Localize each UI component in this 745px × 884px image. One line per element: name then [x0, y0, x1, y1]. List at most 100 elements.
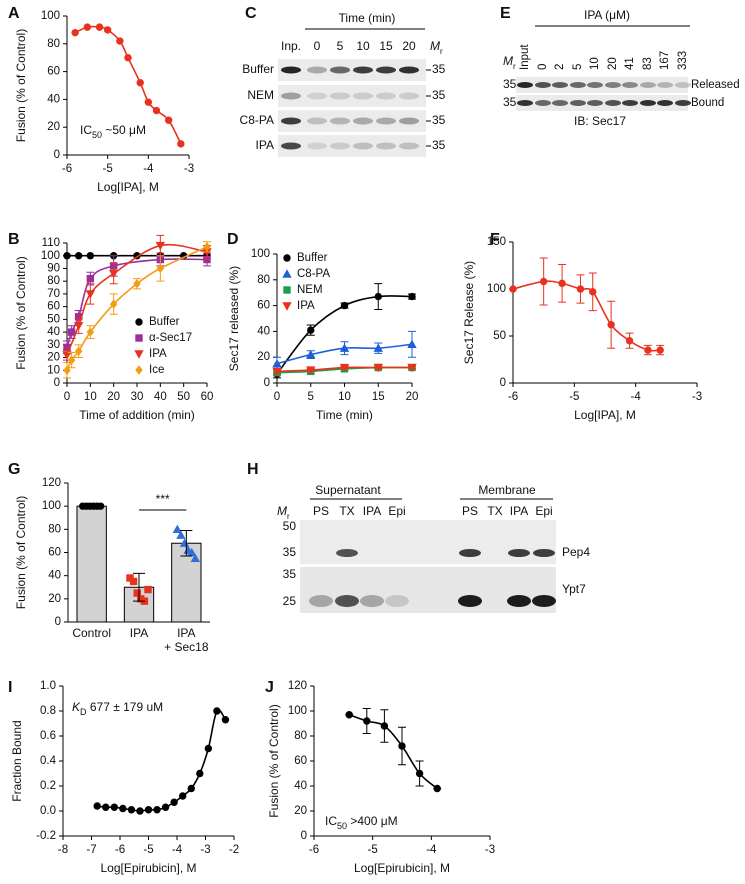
data-point — [74, 252, 83, 260]
blot-band — [376, 92, 396, 100]
data-point — [156, 263, 165, 274]
data-point — [380, 722, 389, 730]
x-tick-label: -4 — [631, 391, 642, 403]
blot-band — [281, 117, 301, 125]
data-point — [272, 367, 282, 377]
y-tick-label: 110 — [42, 237, 60, 249]
panel-letter: C — [245, 5, 257, 22]
blot-band — [330, 92, 350, 100]
blot-band — [353, 117, 373, 125]
x-tick-label: -6 — [62, 163, 72, 175]
data-point — [136, 807, 144, 815]
data-point — [95, 23, 104, 31]
annotation-part: IC — [80, 123, 92, 137]
data-point — [93, 802, 101, 810]
lane-label: 167 — [659, 51, 671, 70]
lane-label: IPA — [510, 504, 528, 518]
blot-band — [532, 595, 556, 607]
y-tick-label: 60 — [47, 301, 60, 313]
data-point — [136, 79, 144, 87]
blot-band — [307, 92, 327, 100]
x-tick-label: -3 — [184, 163, 194, 175]
y-tick-label: 120 — [288, 680, 307, 692]
y-axis-label: Fusion (% of Control) — [267, 704, 281, 817]
y-tick-label: 0 — [54, 149, 60, 161]
data-point — [558, 279, 566, 288]
blot-band — [552, 100, 568, 106]
legend-marker — [134, 350, 144, 359]
blot-band — [330, 142, 350, 150]
x-tick-label: -3 — [485, 844, 495, 856]
panel-letter: I — [8, 679, 12, 696]
data-point — [187, 547, 197, 557]
data-point — [345, 711, 353, 719]
y-tick-label: 0 — [301, 830, 307, 842]
y-tick-label: 100 — [288, 705, 307, 717]
data-point — [415, 769, 424, 778]
x-tick-label: -4 — [172, 844, 183, 856]
y-tick-label: 40 — [294, 780, 307, 792]
y-tick-label: 40 — [48, 570, 61, 582]
mw-marker: 25 — [283, 594, 297, 608]
data-point — [119, 804, 127, 813]
data-point — [86, 327, 95, 337]
data-point — [589, 288, 597, 296]
data-point — [161, 803, 170, 811]
data-point — [398, 742, 406, 750]
data-point — [213, 707, 221, 715]
y-tick-label: 80 — [294, 730, 307, 742]
annotation-part: IC — [325, 814, 337, 828]
annotation-part: K — [72, 700, 81, 714]
legend-label: IPA — [297, 300, 315, 312]
blot-band — [307, 66, 327, 74]
y-tick-label: 60 — [294, 755, 307, 767]
mr-r: r — [287, 512, 290, 521]
x-tick-label: 5 — [308, 391, 314, 403]
lane-label: 41 — [624, 57, 636, 70]
y-tick-label: 0.2 — [40, 780, 56, 792]
data-point — [373, 343, 383, 352]
blot-band — [399, 66, 419, 74]
blot-band — [353, 142, 373, 150]
blot-band — [675, 82, 691, 88]
blot-header: IPA (μM) — [584, 8, 630, 22]
x-tick-label: -4 — [143, 163, 154, 175]
data-point — [67, 355, 76, 365]
blot-band — [622, 82, 638, 88]
blot-strip — [278, 85, 426, 107]
y-tick-label: 60 — [48, 547, 61, 559]
error-bar — [180, 529, 193, 557]
data-point — [63, 365, 71, 375]
panel-letter: A — [8, 5, 20, 22]
y-axis-label: Sec17 released (%) — [227, 266, 241, 371]
data-point — [74, 346, 83, 356]
data-point — [102, 803, 110, 811]
data-point — [539, 277, 548, 286]
x-tick-label: Control — [72, 626, 111, 640]
legend-marker — [282, 302, 292, 311]
y-tick-label: 80 — [47, 38, 60, 50]
blot-band — [399, 142, 419, 150]
data-point — [86, 274, 95, 283]
y-tick-label: 50 — [47, 313, 60, 325]
blot-band — [335, 595, 359, 607]
x-tick-label: IPA — [129, 626, 149, 640]
row-label: Bound — [691, 97, 724, 109]
data-point — [407, 339, 417, 348]
data-point — [203, 242, 211, 252]
data-point — [144, 806, 153, 814]
annotation-part: >400 μM — [347, 814, 398, 828]
data-point — [607, 321, 615, 329]
blot-band — [309, 595, 333, 607]
panel-letter: J — [265, 679, 274, 696]
lane-label: 333 — [677, 51, 689, 70]
data-point — [339, 363, 350, 373]
blot-band — [533, 549, 555, 557]
y-tick-label: 10 — [47, 364, 60, 376]
blot-band — [399, 92, 419, 100]
blot-band — [570, 82, 586, 88]
mw-marker: 35 — [283, 567, 297, 581]
blot-band — [330, 117, 350, 125]
x-tick-label: -5 — [569, 391, 579, 403]
annotation-part: D — [80, 707, 87, 717]
